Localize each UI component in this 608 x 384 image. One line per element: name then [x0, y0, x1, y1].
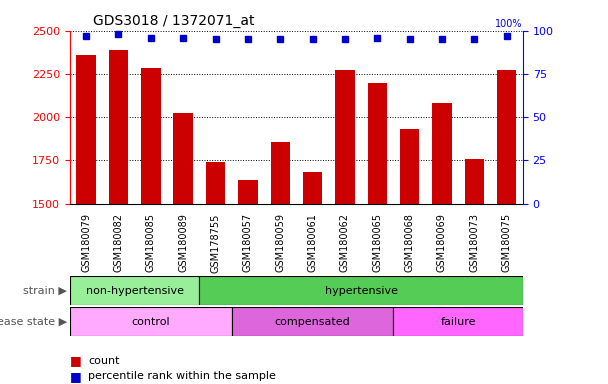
Bar [199, 276, 523, 305]
Bar [303, 172, 322, 384]
Text: count: count [88, 356, 120, 366]
Bar [232, 307, 393, 336]
Text: ■: ■ [70, 354, 86, 367]
Text: hypertensive: hypertensive [325, 286, 398, 296]
Bar [173, 113, 193, 384]
Text: percentile rank within the sample: percentile rank within the sample [88, 371, 276, 381]
Text: control: control [131, 316, 170, 327]
Text: ■: ■ [70, 370, 86, 383]
Bar [465, 159, 484, 384]
Bar [206, 162, 225, 384]
Text: disease state ▶: disease state ▶ [0, 316, 67, 327]
Bar [400, 129, 420, 384]
Text: strain ▶: strain ▶ [23, 286, 67, 296]
Bar [432, 103, 452, 384]
Bar [497, 70, 516, 384]
Bar [70, 307, 232, 336]
Text: 100%: 100% [496, 19, 523, 29]
Text: failure: failure [440, 316, 476, 327]
Bar [141, 68, 161, 384]
Bar [109, 50, 128, 384]
Bar [271, 142, 290, 384]
Bar [77, 55, 96, 384]
Bar [393, 307, 523, 336]
Bar [335, 70, 354, 384]
Bar [368, 83, 387, 384]
Bar [70, 276, 199, 305]
Text: non-hypertensive: non-hypertensive [86, 286, 184, 296]
Text: GDS3018 / 1372071_at: GDS3018 / 1372071_at [92, 14, 254, 28]
Bar [238, 180, 258, 384]
Text: compensated: compensated [275, 316, 350, 327]
